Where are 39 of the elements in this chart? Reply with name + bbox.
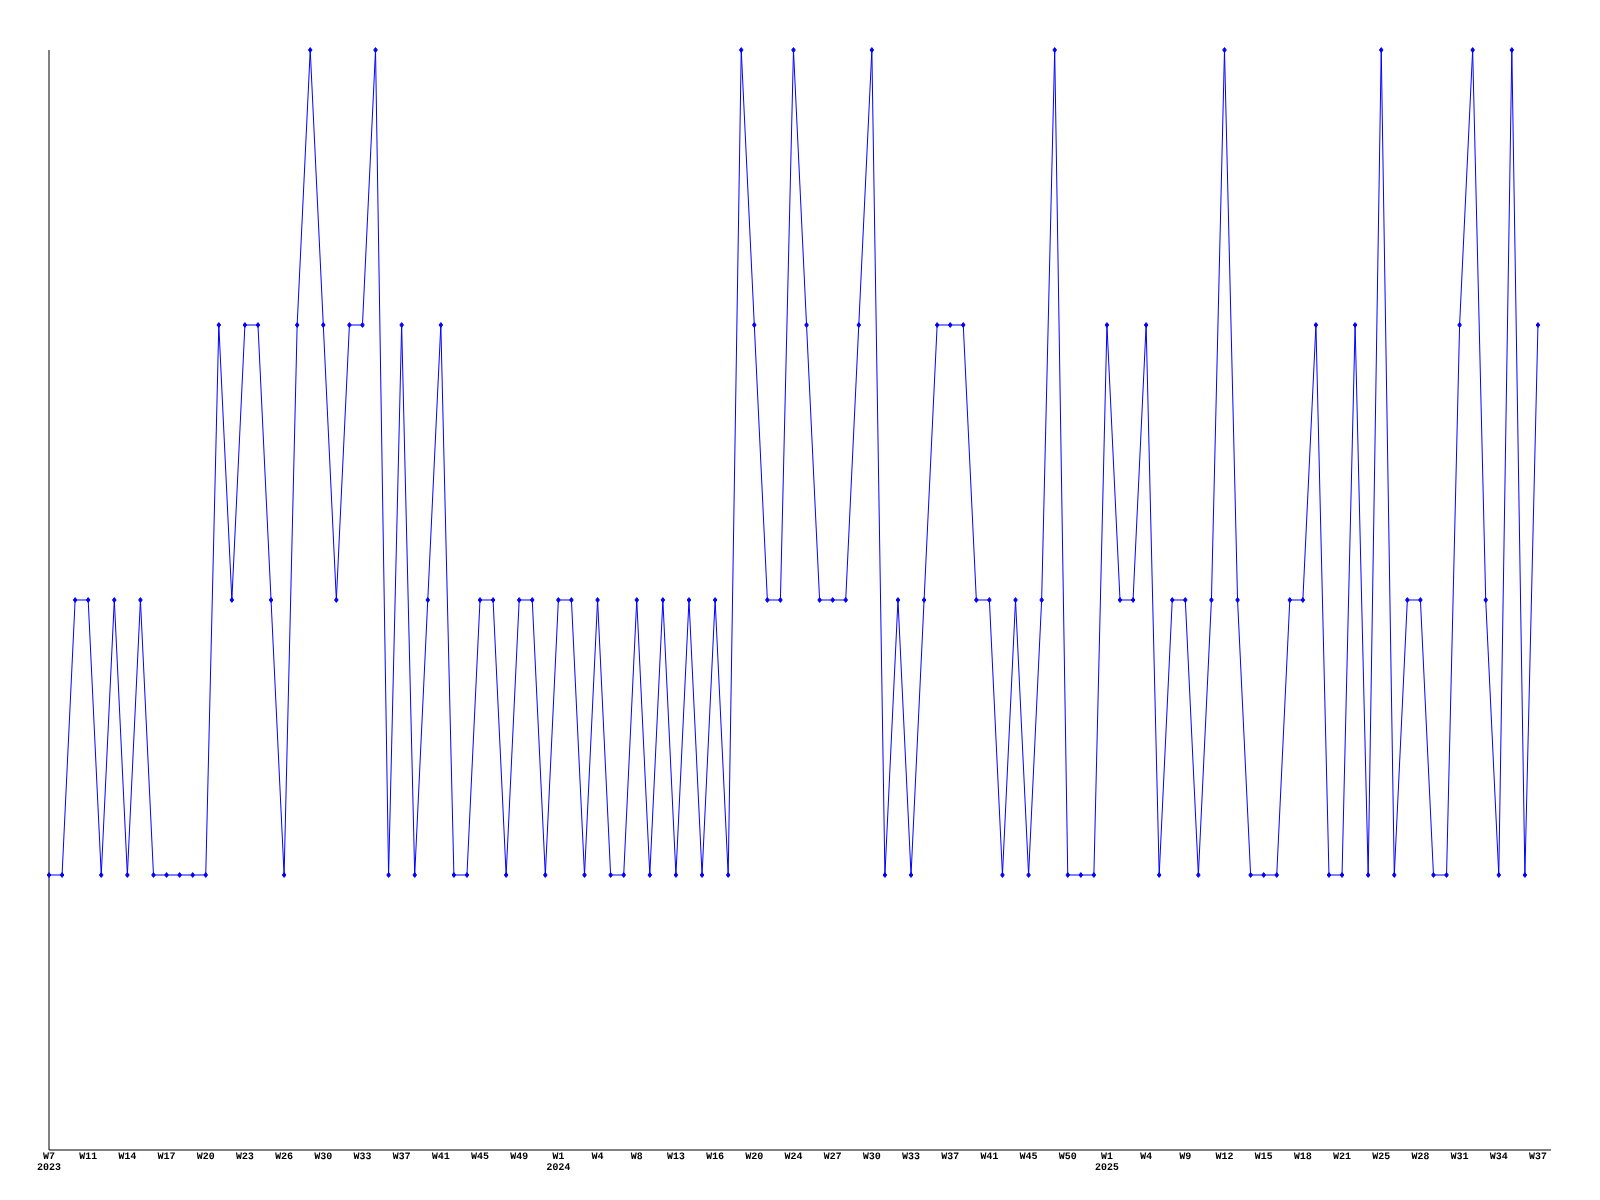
x-tick-label: W45 (1019, 1152, 1038, 1160)
x-tick-label: W13 (666, 1152, 685, 1160)
x-tick-label: W4 (591, 1152, 604, 1159)
x-tick-label: W4 (1140, 1152, 1152, 1159)
x-tick-label: W30 (862, 1152, 881, 1160)
x-tick-label: W1 2024 (547, 1152, 571, 1171)
x-tick-label: W15 (1254, 1152, 1273, 1160)
x-tick-label: W18 (1293, 1152, 1312, 1160)
x-tick-label: W11 (79, 1152, 97, 1159)
x-tick-label: W33 (902, 1152, 920, 1160)
x-tick-label: W7 2023 (37, 1152, 61, 1171)
x-tick-label: W17 (157, 1152, 175, 1159)
x-tick-label: W45 (471, 1152, 489, 1160)
x-tick-label: W20 (196, 1152, 215, 1160)
x-tick-label: W50 (1058, 1152, 1077, 1160)
x-tick-label: W23 (235, 1152, 254, 1160)
x-tick-label: W14 (118, 1152, 137, 1159)
x-tick-label: W16 (706, 1152, 724, 1160)
x-tick-label: W37 (941, 1152, 959, 1160)
x-tick-label: W20 (745, 1152, 763, 1160)
x-tick-label: W41 (431, 1152, 450, 1159)
x-tick-label: W21 (1333, 1152, 1351, 1160)
x-tick-label: W49 (510, 1152, 528, 1160)
x-tick-label: W30 (314, 1152, 332, 1160)
x-tick-label: W37 (392, 1152, 410, 1160)
x-tick-label: W28 (1411, 1152, 1429, 1160)
x-tick-label: W37 (1528, 1152, 1547, 1160)
x-tick-label: W26 (275, 1152, 293, 1160)
x-tick-label: W41 (980, 1152, 998, 1159)
x-tick-label: W9 (1179, 1152, 1191, 1160)
x-tick-label: W31 (1450, 1152, 1469, 1160)
x-tick-label: W1 2025 (1095, 1152, 1119, 1171)
x-tick-label: W24 (784, 1152, 803, 1160)
x-tick-label: W8 (630, 1152, 643, 1160)
x-tick-label: W27 (823, 1152, 841, 1160)
x-tick-label: W34 (1489, 1152, 1508, 1160)
x-tick-label: W33 (353, 1152, 371, 1160)
x-tick-label: W25 (1372, 1152, 1390, 1160)
x-tick-label: W12 (1215, 1152, 1233, 1160)
